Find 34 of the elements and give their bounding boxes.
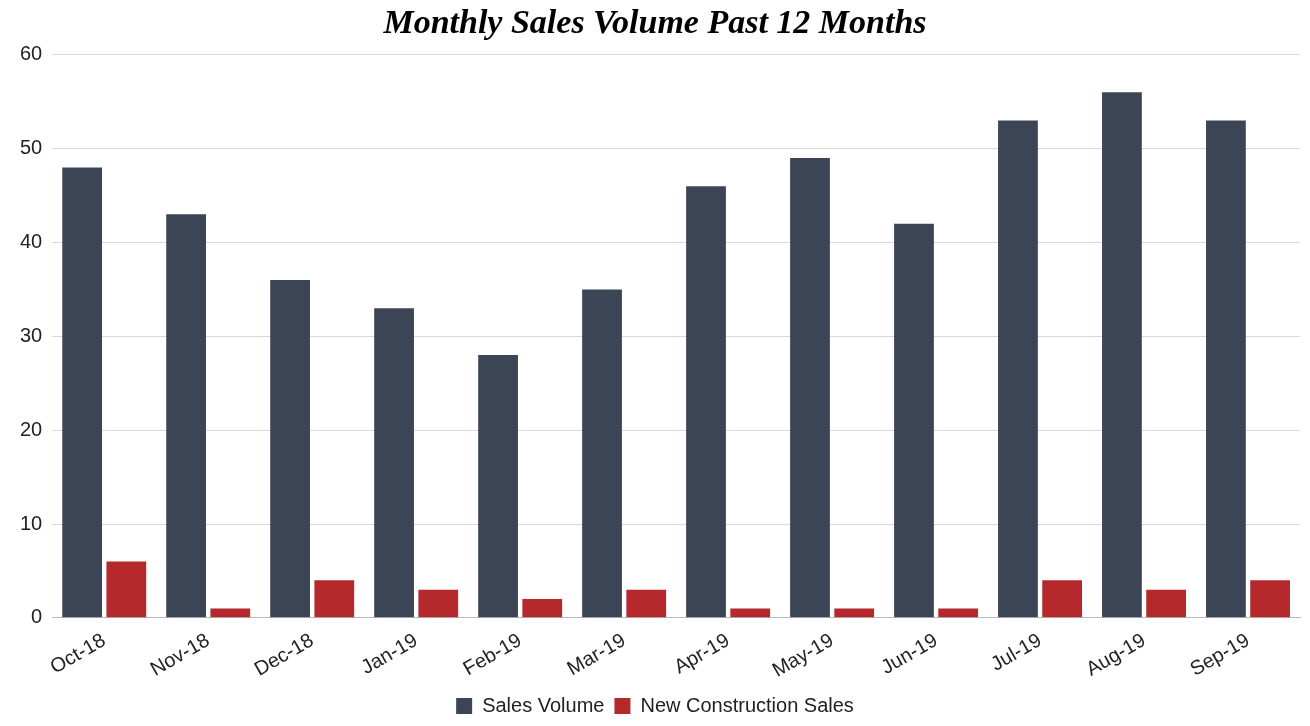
- y-tick-label: 0: [31, 605, 43, 628]
- bar: [686, 186, 726, 618]
- y-tick-label: 30: [20, 323, 43, 346]
- bar: [582, 289, 622, 618]
- chart-title: Monthly Sales Volume Past 12 Months: [382, 3, 927, 41]
- y-tick-label: 10: [20, 511, 43, 534]
- y-tick-label: 20: [20, 417, 43, 440]
- legend-label: New Construction Sales: [640, 693, 854, 716]
- bar: [314, 580, 355, 618]
- bar: [62, 167, 103, 618]
- bar: [730, 608, 771, 618]
- bar: [418, 589, 459, 618]
- bar: [1146, 589, 1187, 618]
- bar: [1206, 120, 1246, 618]
- bar: [478, 355, 518, 618]
- bar: [834, 608, 875, 618]
- bar: [938, 608, 979, 618]
- bar: [106, 561, 147, 618]
- bar: [166, 214, 207, 618]
- bar: [374, 308, 414, 618]
- bar: [894, 223, 934, 618]
- bar: [1250, 580, 1290, 618]
- bar: [210, 608, 251, 618]
- bar: [1042, 580, 1083, 618]
- y-tick-label: 50: [20, 136, 43, 159]
- y-tick-label: 40: [20, 230, 43, 253]
- bar: [790, 158, 830, 618]
- y-tick-label: 60: [20, 42, 43, 65]
- bar: [626, 589, 667, 618]
- bar: [270, 280, 310, 618]
- bar: [1102, 92, 1142, 618]
- bar: [522, 599, 563, 618]
- bar: [998, 120, 1038, 618]
- legend-label: Sales Volume: [482, 693, 605, 716]
